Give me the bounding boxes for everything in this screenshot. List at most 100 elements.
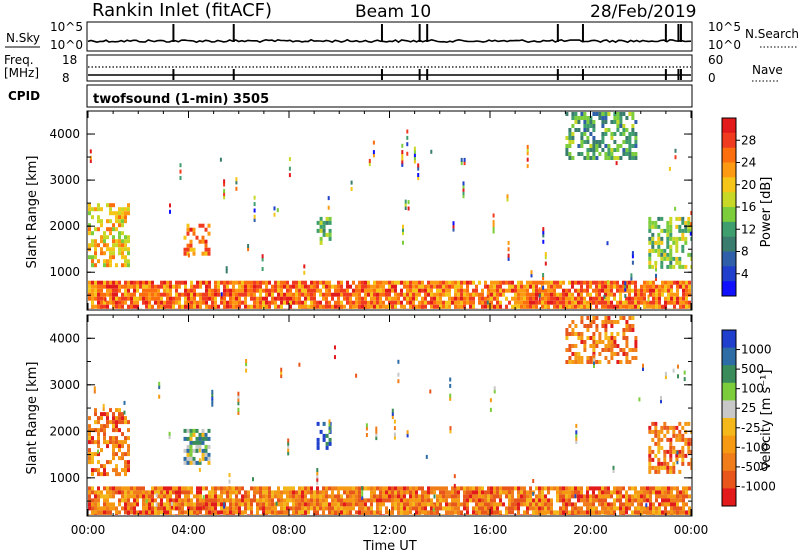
echo-cell	[280, 494, 283, 499]
echo-cell	[189, 452, 193, 457]
echo-cell	[505, 514, 508, 515]
echo-cell	[667, 510, 670, 515]
echo-cell	[666, 437, 670, 442]
echo-cell	[610, 336, 614, 340]
echo-cell	[304, 296, 307, 301]
echo-cell	[413, 159, 416, 164]
echo-cell	[376, 304, 379, 309]
echo-cell	[649, 304, 652, 309]
echo-cell	[158, 385, 161, 390]
echo-cell	[412, 494, 415, 499]
echo-cell	[382, 300, 385, 305]
echo-cell	[469, 498, 472, 503]
echo-cell	[583, 132, 587, 136]
echo-cell	[202, 514, 205, 515]
echo-cell	[568, 296, 571, 301]
echo-cell	[683, 370, 686, 375]
echo-cell	[542, 239, 545, 244]
echo-cell	[598, 486, 601, 491]
echo-cell	[442, 300, 445, 305]
echo-cell	[648, 216, 652, 221]
echo-cell	[373, 304, 376, 309]
echo-cell	[499, 292, 502, 297]
echo-cell	[511, 296, 514, 301]
echo-cell	[298, 494, 301, 499]
echo-cell	[439, 514, 442, 515]
echo-cell	[229, 280, 232, 285]
echo-cell	[208, 514, 211, 515]
echo-cell	[451, 284, 454, 289]
echo-cell	[352, 506, 355, 511]
echo-cell	[589, 502, 592, 507]
echo-cell	[346, 486, 349, 491]
echo-cell	[103, 308, 106, 309]
echo-cell	[106, 219, 109, 224]
echo-cell	[155, 502, 158, 507]
echo-cell	[226, 498, 229, 503]
echo-cell	[487, 510, 490, 515]
echo-cell	[172, 300, 175, 305]
echo-cell	[634, 132, 638, 136]
echo-cell	[97, 440, 100, 445]
echo-cell	[154, 498, 157, 503]
echo-cell	[463, 296, 466, 301]
echo-cell	[118, 448, 121, 453]
echo-cell	[463, 502, 466, 507]
echo-cell	[601, 320, 605, 324]
echo-cell	[201, 440, 205, 445]
echo-cell	[292, 284, 295, 289]
echo-cell	[630, 276, 633, 281]
echo-cell	[262, 280, 265, 285]
echo-cell	[175, 296, 178, 301]
echo-cell	[526, 506, 529, 511]
echo-cell	[259, 506, 262, 511]
echo-cell	[452, 224, 455, 229]
echo-cell	[657, 224, 661, 229]
echo-cell	[275, 501, 278, 506]
echo-cell	[403, 514, 406, 515]
echo-cell	[211, 486, 214, 491]
echo-cell	[664, 498, 667, 503]
echo-cell	[283, 514, 286, 515]
echo-cell	[672, 433, 676, 438]
echo-cell	[514, 284, 517, 289]
echo-cell	[91, 460, 94, 465]
cbar-swatch	[722, 281, 736, 297]
echo-cell	[286, 292, 289, 297]
echo-cell	[640, 510, 643, 515]
echo-cell	[223, 288, 226, 293]
echo-cell	[94, 510, 97, 515]
echo-cell	[235, 502, 238, 507]
echo-cell	[295, 498, 298, 503]
echo-cell	[664, 304, 667, 309]
echo-cell	[604, 112, 608, 116]
echo-cell	[346, 510, 349, 515]
echo-cell	[424, 494, 427, 499]
echo-cell	[493, 486, 496, 491]
echo-cell	[391, 494, 394, 499]
echo-cell	[664, 371, 667, 376]
echo-cell	[286, 502, 289, 507]
echo-cell	[595, 300, 598, 305]
echo-cell	[244, 304, 247, 309]
echo-cell	[601, 296, 604, 301]
echo-cell	[433, 514, 436, 515]
echo-cell	[368, 162, 371, 167]
echo-cell	[664, 486, 667, 491]
cbar-swatch	[722, 330, 736, 349]
echo-cell	[364, 288, 367, 293]
echo-cell	[610, 332, 614, 336]
echo-cell	[574, 288, 577, 293]
echo-cell	[397, 372, 400, 377]
echo-cell	[670, 296, 673, 301]
echo-cell	[139, 486, 142, 491]
echo-cell	[288, 157, 291, 162]
echo-cell	[361, 300, 364, 305]
echo-cell	[553, 284, 556, 289]
echo-cell	[448, 502, 451, 507]
echo-cell	[685, 308, 688, 309]
echo-cell	[127, 444, 130, 449]
echo-cell	[672, 368, 675, 373]
echo-cell	[94, 490, 97, 495]
echo-cell	[625, 344, 629, 348]
